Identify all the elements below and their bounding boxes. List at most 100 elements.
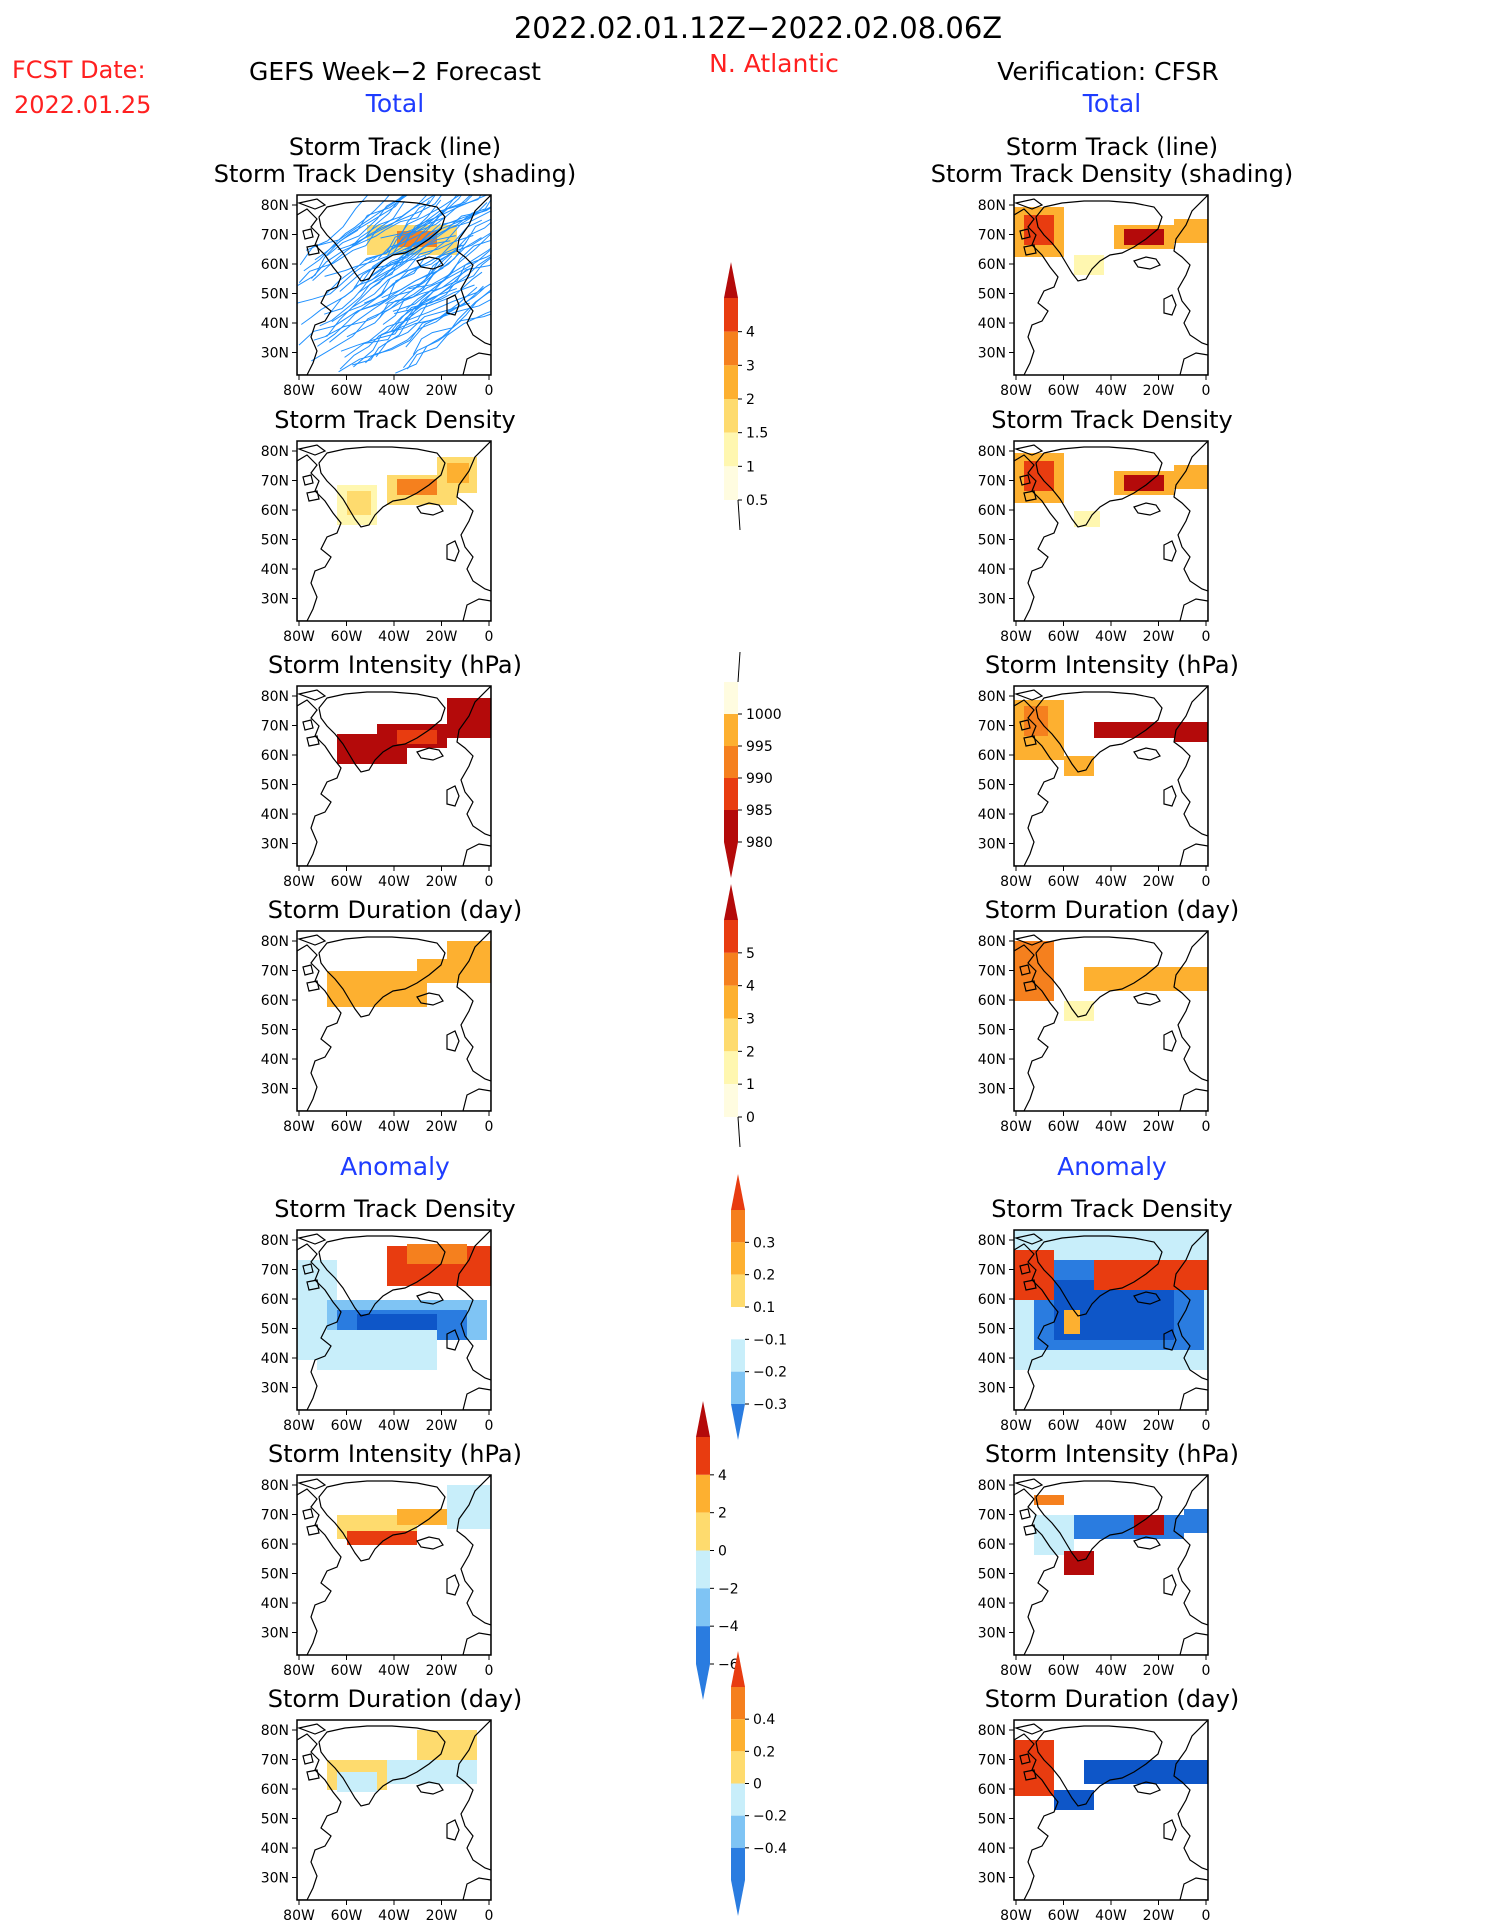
lat-tick-label: 80N	[261, 1723, 289, 1739]
title-track-shading-right: Storm Track Density (shading)	[931, 160, 1294, 188]
colorbar-label: 1.5	[746, 426, 768, 442]
lat-tick-label: 30N	[978, 1626, 1006, 1642]
lon-tick-label: 20W	[1143, 383, 1175, 399]
shaded-cell	[337, 1772, 377, 1792]
lat-tick-label: 50N	[978, 778, 1006, 794]
fcst-date: 2022.01.25	[14, 91, 151, 119]
lon-tick-label: 0	[1202, 1663, 1211, 1679]
storm-track-line	[377, 195, 458, 259]
coastline	[1179, 1877, 1208, 1900]
lat-tick-label: 40N	[261, 1596, 289, 1612]
lat-tick-label: 70N	[978, 1263, 1006, 1279]
storm-track-line	[314, 195, 408, 261]
storm-track-line	[298, 201, 405, 283]
colorbar-segment	[731, 1815, 745, 1848]
colorbar-segment	[724, 778, 738, 810]
lat-tick-label: 50N	[261, 1812, 289, 1828]
storm-track-line	[355, 234, 474, 314]
colorbar-label: 3	[746, 358, 755, 374]
storm-track-line	[319, 237, 431, 327]
storm-track-line	[349, 195, 436, 247]
lat-tick-label: 60N	[978, 1292, 1006, 1308]
lat-tick-label: 60N	[261, 1292, 289, 1308]
lon-tick-label: 40W	[1095, 629, 1127, 645]
colorbar-arrow	[731, 1174, 745, 1210]
shaded-cell	[407, 1244, 467, 1264]
storm-track-line	[410, 195, 474, 236]
colorbar-label: 0	[718, 1544, 727, 1560]
lon-tick-label: 80W	[1000, 629, 1032, 645]
colorbar-label: 990	[746, 771, 773, 787]
shaded-cell	[1064, 1551, 1094, 1575]
colorbar-segment	[724, 985, 738, 1019]
coastline	[456, 1475, 491, 1626]
lat-tick-label: 50N	[261, 1322, 289, 1338]
lon-tick-label: 60W	[331, 1119, 363, 1135]
storm-track-line	[366, 210, 491, 284]
lat-tick-label: 60N	[978, 257, 1006, 273]
coastline	[297, 934, 327, 992]
lon-tick-label: 60W	[331, 1663, 363, 1679]
coastline	[1179, 352, 1208, 375]
coastline	[297, 1478, 327, 1536]
lon-tick-label: 60W	[331, 383, 363, 399]
coastline	[318, 691, 446, 773]
lat-tick-label: 50N	[978, 287, 1006, 303]
lon-tick-label: 80W	[283, 1418, 315, 1434]
coastline	[1014, 198, 1044, 256]
coastline	[318, 200, 446, 282]
lat-tick-label: 60N	[261, 993, 289, 1009]
colorbar-segment	[724, 1018, 738, 1052]
coastline	[1014, 1478, 1044, 1536]
coastline	[446, 1819, 460, 1841]
period-title: 2022.02.01.12Z−2022.02.08.06Z	[514, 11, 1002, 45]
coastline	[1035, 1235, 1163, 1317]
lat-tick-label: 70N	[261, 1508, 289, 1524]
colorbar-segment	[724, 1051, 738, 1085]
lat-tick-label: 30N	[261, 1381, 289, 1397]
colorbar-arrow	[731, 1880, 745, 1916]
lon-tick-label: 20W	[1143, 1908, 1175, 1924]
storm-track-line	[346, 267, 472, 338]
coastline	[462, 352, 491, 375]
title-intensity-right: Storm Intensity (hPa)	[985, 651, 1239, 679]
storm-track-line	[311, 200, 430, 279]
lon-tick-label: 40W	[378, 383, 410, 399]
storm-track-line	[403, 291, 491, 369]
coastline	[1173, 1720, 1208, 1871]
storm-track-line	[339, 288, 457, 370]
colorbar-label: −0.2	[753, 1809, 787, 1825]
title-density-anom-right: Storm Track Density	[991, 1195, 1232, 1223]
shaded-cell	[357, 1314, 437, 1334]
coastline	[446, 540, 460, 562]
colorbar-label: 0.2	[753, 1744, 775, 1760]
colorbar-segment	[731, 1687, 745, 1720]
lat-tick-label: 80N	[978, 444, 1006, 460]
shaded-cell	[1184, 1509, 1208, 1533]
coastline	[416, 992, 444, 1006]
colorbar-segment	[731, 1210, 745, 1243]
colorbar-segment	[724, 746, 738, 778]
lon-tick-label: 40W	[1095, 1663, 1127, 1679]
coastline	[1014, 444, 1044, 502]
colorbar-label: −0.1	[753, 1332, 787, 1348]
coastline	[1173, 1475, 1208, 1626]
title-track-line-left: Storm Track (line)	[289, 133, 501, 161]
storm-track-line	[326, 195, 407, 257]
lat-tick-label: 40N	[261, 1841, 289, 1857]
coastline	[1179, 598, 1208, 621]
storm-track-line	[324, 199, 442, 277]
lon-tick-label: 60W	[1048, 874, 1080, 890]
lon-tick-label: 20W	[1143, 1418, 1175, 1434]
shaded-cell	[1014, 1740, 1054, 1796]
colorbar-segment	[724, 1084, 738, 1117]
shaded-cell	[317, 1330, 437, 1370]
coastline	[1133, 256, 1161, 270]
region-title: N. Atlantic	[709, 49, 839, 78]
lat-tick-label: 60N	[978, 1537, 1006, 1553]
coastline	[416, 1781, 444, 1795]
coastline	[297, 444, 327, 502]
lat-tick-label: 30N	[261, 346, 289, 362]
lat-tick-label: 40N	[978, 562, 1006, 578]
